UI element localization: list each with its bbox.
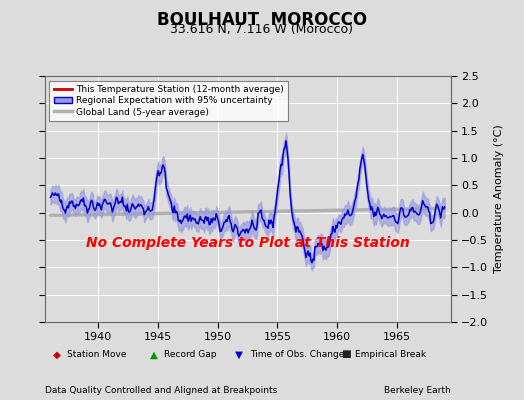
Text: ▼: ▼ — [235, 350, 244, 359]
Text: Berkeley Earth: Berkeley Earth — [384, 386, 451, 395]
Text: ◆: ◆ — [52, 350, 61, 359]
Text: Data Quality Controlled and Aligned at Breakpoints: Data Quality Controlled and Aligned at B… — [45, 386, 277, 395]
Text: No Complete Years to Plot at This Station: No Complete Years to Plot at This Statio… — [86, 236, 409, 250]
Text: BOULHAUT  MOROCCO: BOULHAUT MOROCCO — [157, 11, 367, 29]
Text: Station Move: Station Move — [67, 350, 126, 359]
Text: Empirical Break: Empirical Break — [355, 350, 427, 359]
Text: Time of Obs. Change: Time of Obs. Change — [249, 350, 344, 359]
Legend: This Temperature Station (12-month average), Regional Expectation with 95% uncer: This Temperature Station (12-month avera… — [49, 80, 288, 121]
Text: ▲: ▲ — [150, 350, 158, 359]
Text: ■: ■ — [341, 350, 351, 359]
Text: 33.616 N, 7.116 W (Morocco): 33.616 N, 7.116 W (Morocco) — [170, 23, 354, 36]
Y-axis label: Temperature Anomaly (°C): Temperature Anomaly (°C) — [494, 125, 504, 273]
Text: Record Gap: Record Gap — [165, 350, 217, 359]
